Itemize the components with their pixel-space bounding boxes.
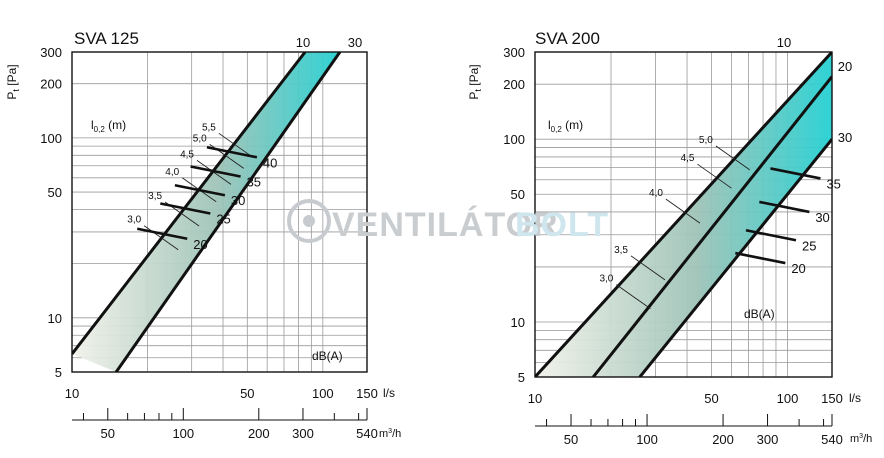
x-tick-label: 10 [65, 386, 79, 401]
x2-tick-label: 100 [172, 426, 194, 441]
y-tick-label: 5 [518, 370, 525, 385]
throw-label: 3,0 [599, 274, 613, 285]
noise-line [759, 200, 810, 214]
x2-tick-label: 200 [712, 432, 734, 447]
chart2-x2label: m3/h [850, 433, 872, 445]
throw-line [616, 284, 651, 310]
noise-label: 30 [231, 193, 245, 208]
noise-label: 35 [826, 176, 840, 191]
x-tick-label: 100 [312, 386, 334, 401]
chart2-throw-label: l0,2 (m) [548, 118, 583, 134]
throw-line [218, 132, 254, 158]
throw-line [665, 198, 701, 224]
y-tick-label: 300 [503, 45, 525, 60]
chart1-title: SVA 125 [74, 29, 139, 48]
throw-label: 5,5 [202, 122, 216, 133]
chart-sva125: SVA 125 Pt [Pa] 3,03,54,04,55,05,5202530… [5, 29, 401, 441]
x2-tick-label: 540 [356, 426, 378, 441]
chart1-xlabel: l/s [383, 386, 395, 400]
throw-line [697, 163, 732, 189]
noise-label: 35 [247, 174, 261, 189]
noise-line [735, 251, 786, 265]
y-tick-label: 300 [40, 45, 62, 60]
y-tick-label: 100 [503, 132, 525, 147]
svg-text:Pt [Pa]: Pt [Pa] [5, 64, 21, 99]
x-tick-label: 150 [356, 386, 378, 401]
chart2-plot-frame [534, 51, 833, 378]
x2-tick-label: 300 [292, 426, 314, 441]
x2-tick-label: 300 [757, 432, 779, 447]
chart1-band-bottom-label: 30 [348, 35, 362, 50]
chart2-title: SVA 200 [535, 29, 600, 48]
noise-line [206, 146, 258, 159]
throw-line [143, 225, 179, 251]
x2-tick-label: 50 [101, 426, 115, 441]
throw-label: 3,5 [614, 245, 628, 256]
noise-line [190, 165, 241, 178]
noise-line [174, 183, 226, 197]
y-tick-label: 100 [40, 131, 62, 146]
band-lower-line [638, 138, 832, 377]
chart2-band-right-label-30: 30 [838, 130, 852, 145]
x-tick-label: 150 [821, 391, 843, 406]
x2-tick-label: 100 [636, 432, 658, 447]
throw-label: 5,0 [699, 135, 713, 146]
band-upper-line [535, 52, 832, 377]
watermark-text-b: BOLT [515, 206, 609, 244]
noise-label: 20 [791, 261, 805, 276]
noise-line [770, 167, 821, 180]
y-tick-label: 5 [55, 365, 62, 380]
chart1-throw-label: l0,2 (m) [91, 118, 126, 134]
throw-label: 4,5 [180, 149, 194, 160]
throw-line [630, 255, 666, 281]
throw-label: 5,0 [193, 133, 207, 144]
chart1-plot-frame [71, 51, 368, 373]
chart1-noise-label: dB(A) [312, 349, 343, 363]
y-tick-label: 50 [48, 185, 62, 200]
y-tick-label: 200 [503, 77, 525, 92]
watermark-logo: VENTILÁTOR BOLT [287, 199, 609, 244]
x-tick-label: 50 [704, 391, 718, 406]
x2-tick-label: 200 [248, 426, 270, 441]
x-tick-label: 10 [528, 391, 542, 406]
x2-tick-label: 50 [564, 432, 578, 447]
noise-label: 30 [815, 210, 829, 225]
y-tick-label: 10 [511, 315, 525, 330]
chart1-x2label: m3/h [379, 428, 401, 440]
chart2-ylabel: Pt [Pa] [467, 64, 483, 99]
svg-text:Pt [Pa]: Pt [Pa] [467, 64, 483, 99]
band-lower-line [114, 52, 342, 372]
chart2-band-right-label-20: 20 [838, 59, 852, 74]
y-tick-label: 10 [48, 311, 62, 326]
chart1-ylabel: Pt [Pa] [5, 64, 21, 99]
x-tick-label: 50 [240, 386, 254, 401]
noise-line [160, 202, 211, 215]
chart2-xlabel: l/s [849, 391, 861, 405]
x2-tick-label: 540 [821, 432, 843, 447]
band-upper-line [72, 52, 307, 355]
chart2-noise-label: dB(A) [744, 307, 775, 321]
noise-line [745, 228, 797, 242]
noise-label: 20 [193, 237, 207, 252]
chart2-band-top-label: 10 [777, 35, 791, 50]
throw-label: 4,0 [649, 188, 663, 199]
y-tick-label: 200 [40, 77, 62, 92]
noise-label: 25 [802, 238, 816, 253]
throw-label: 3,0 [127, 215, 141, 226]
throw-label: 3,5 [148, 191, 162, 202]
chart1-band-top-label: 10 [296, 35, 310, 50]
x-tick-label: 100 [777, 391, 799, 406]
fan-icon [287, 199, 331, 243]
throw-label: 4,0 [165, 167, 179, 178]
noise-label: 25 [216, 211, 230, 226]
watermark-text-a: VENTILÁTOR [332, 206, 559, 244]
band-mid-line [592, 75, 832, 377]
noise-line [136, 227, 188, 241]
throw-label: 4,5 [681, 153, 695, 164]
throw-line [715, 145, 751, 171]
y-tick-label: 50 [511, 187, 525, 202]
noise-label: 40 [263, 155, 277, 170]
